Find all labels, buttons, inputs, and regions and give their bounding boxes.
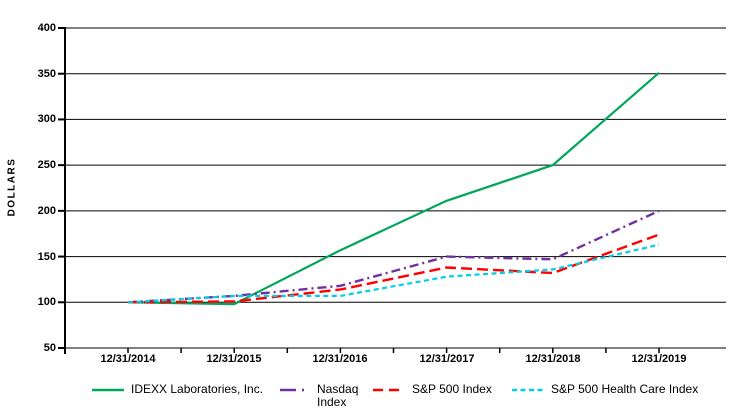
y-tick-label: 50	[43, 342, 56, 354]
x-tick-label: 12/31/2015	[206, 353, 262, 365]
legend-item-sp500: S&P 500 Index	[372, 383, 492, 396]
series-lines	[127, 71, 660, 306]
legend-swatch-dashdot-purple	[280, 388, 310, 392]
legend-swatch-solid-green	[92, 388, 124, 392]
x-tick-label: 12/31/2017	[419, 353, 475, 365]
legend-label-idexx: IDEXX Laboratories, Inc.	[131, 382, 264, 396]
legend-item-sp500-healthcare: S&P 500 Health Care Index	[511, 383, 698, 396]
y-tick-label: 100	[37, 296, 56, 308]
legend-label-nasdaq: Nasdaq Index	[317, 382, 359, 409]
legend-swatch-dash-red	[373, 388, 405, 392]
x-tick-label: 12/31/2014	[100, 353, 156, 365]
legend-item-nasdaq: Nasdaq Index	[279, 383, 369, 409]
legend-item-idexx: IDEXX Laboratories, Inc.	[91, 383, 263, 396]
x-tick-label: 12/31/2018	[525, 353, 581, 365]
y-tick-label: 250	[37, 159, 56, 171]
y-tick-label: 350	[37, 68, 56, 80]
x-tick-label: 12/31/2019	[631, 353, 687, 365]
legend-label-sp500: S&P 500 Index	[412, 382, 492, 396]
x-tick-label: 12/31/2016	[312, 353, 368, 365]
y-tick-label: 150	[37, 251, 56, 263]
legend-label-sp500-healthcare: S&P 500 Health Care Index	[551, 382, 699, 396]
y-tick-label: 400	[37, 22, 56, 34]
y-tick-label: 300	[37, 113, 56, 125]
legend-swatch-dash-cyan	[512, 388, 544, 392]
axes	[58, 27, 660, 354]
y-tick-label: 200	[37, 205, 56, 217]
